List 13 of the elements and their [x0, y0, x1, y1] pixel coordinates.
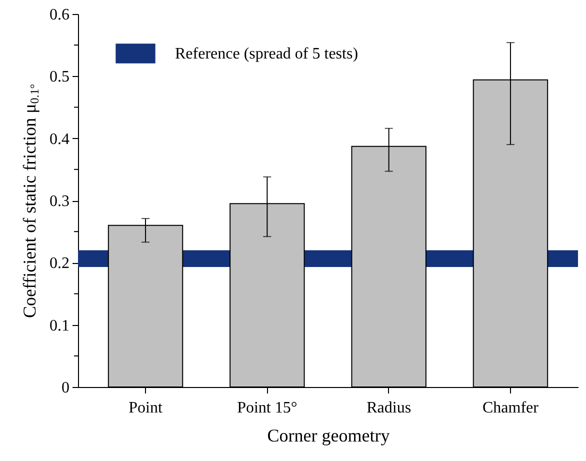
x-axis-title: Corner geometry [267, 426, 390, 446]
y-tick-label: 0.2 [50, 255, 70, 272]
x-tick-label: Point 15° [237, 400, 298, 416]
y-tick-label: 0.4 [50, 130, 70, 148]
y-tick-label: 0.3 [50, 193, 70, 210]
y-tick-label: 0 [62, 380, 70, 396]
x-tick-label: Radius [366, 400, 412, 416]
x-tick-label: Chamfer [482, 400, 540, 416]
y-tick-label: 0.5 [50, 68, 70, 86]
y-tick-label: 0.6 [50, 6, 70, 24]
x-tick-label: Point [128, 400, 163, 416]
y-tick-label: 0.1 [50, 317, 70, 334]
legend-label: Reference (spread of 5 tests) [175, 46, 358, 62]
